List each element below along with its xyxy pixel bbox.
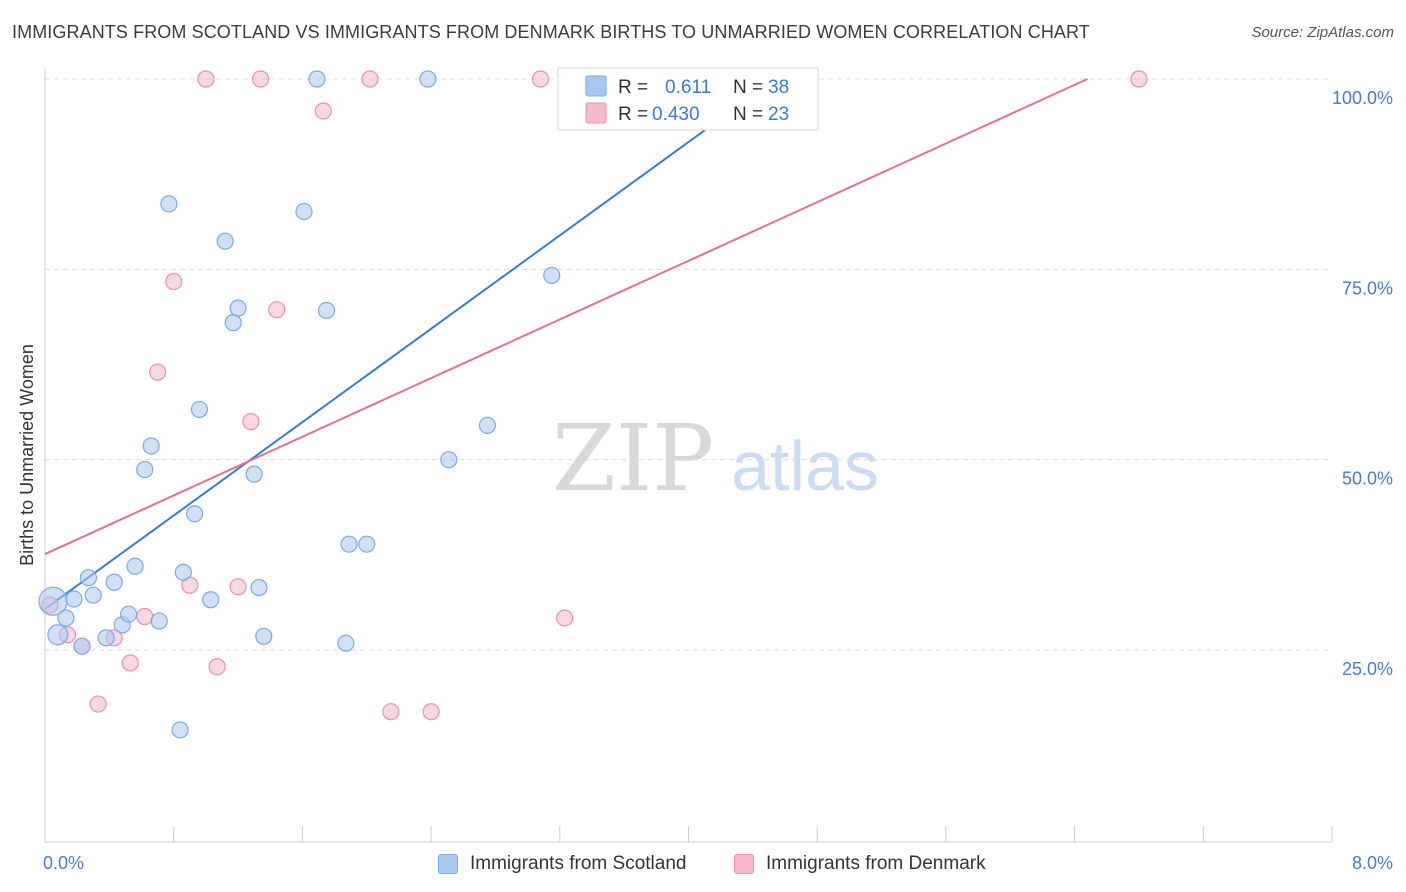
denmark-point <box>531 70 550 88</box>
y-axis-label: Births to Unmarried Women <box>17 344 37 566</box>
denmark-trend-line <box>44 78 1088 555</box>
legend-label: Immigrants from Denmark <box>766 853 986 874</box>
denmark-point <box>268 301 286 319</box>
scotland-point <box>358 535 376 553</box>
x-tick-labels: 0.0% 8.0% <box>43 853 1393 873</box>
scotland-point <box>229 299 247 317</box>
scotland-trend-line <box>44 78 776 610</box>
stats-n-label: N = <box>733 104 763 125</box>
scotland-point <box>142 437 160 455</box>
stats-r-value: 0.611 <box>665 77 711 98</box>
legend: Immigrants from Scotland Immigrants from… <box>0 851 1406 879</box>
scotland-point <box>73 637 91 655</box>
stats-legend: R = 0.611 N = 38 R = 0.430 N = 23 <box>557 67 819 131</box>
scotland-point <box>97 629 115 647</box>
stats-r-label: R = <box>618 104 648 125</box>
trend-lines <box>44 78 1088 610</box>
legend-label: Immigrants from Scotland <box>470 853 687 874</box>
scotland-point <box>250 578 268 597</box>
stats-swatch-scotland <box>585 75 607 97</box>
stats-n-value: 38 <box>768 77 789 98</box>
denmark-point <box>422 703 440 721</box>
scotland-point <box>308 70 326 88</box>
x-tick-label: 0.0% <box>43 853 84 873</box>
data-points <box>38 70 1148 739</box>
scotland-point <box>478 416 497 435</box>
legend-item-denmark[interactable]: Immigrants from Denmark <box>734 851 986 877</box>
denmark-point <box>165 272 183 291</box>
scotland-point <box>440 451 458 469</box>
scotland-point <box>216 232 234 250</box>
axes <box>44 68 1333 843</box>
y-tick-label: 50.0% <box>1342 469 1393 489</box>
x-tick-label: 8.0% <box>1352 853 1393 873</box>
stats-r-value: 0.430 <box>652 104 700 125</box>
watermark-atlas: atlas <box>731 427 879 505</box>
grid-lines <box>45 78 1332 651</box>
denmark-point <box>208 658 226 676</box>
scotland-point <box>79 569 98 587</box>
denmark-point <box>229 578 247 596</box>
stats-n-label: N = <box>733 77 763 98</box>
denmark-point <box>89 695 107 713</box>
stats-swatch-denmark <box>585 102 607 124</box>
denmark-point <box>382 703 400 721</box>
denmark-point <box>1130 70 1148 88</box>
legend-item-scotland[interactable]: Immigrants from Scotland <box>438 851 686 877</box>
scotland-point <box>126 557 144 575</box>
scotland-point <box>160 195 178 213</box>
source-credit: Source: ZipAtlas.com <box>1251 24 1394 41</box>
y-tick-label: 25.0% <box>1342 659 1393 679</box>
y-tick-labels: 25.0% 50.0% 75.0% 100.0% <box>1332 88 1393 679</box>
scotland-point <box>150 612 168 630</box>
scotland-point <box>84 586 102 604</box>
scotland-point <box>136 460 154 479</box>
scotland-point <box>543 266 561 285</box>
watermark: ZIP atlas <box>552 405 879 512</box>
stats-n-value: 23 <box>768 104 789 125</box>
denmark-point <box>197 70 215 88</box>
scotland-point <box>245 465 263 483</box>
watermark-zip: ZIP <box>552 405 714 512</box>
y-tick-label: 75.0% <box>1342 278 1393 298</box>
denmark-point <box>136 607 154 626</box>
denmark-point <box>361 70 379 88</box>
denmark-point <box>121 654 139 672</box>
scotland-point <box>190 400 209 419</box>
denmark-point <box>251 70 270 88</box>
scotland-point <box>255 627 273 645</box>
scotland-point <box>57 609 75 627</box>
y-tick-label: 100.0% <box>1332 88 1393 108</box>
denmark-point <box>314 102 332 120</box>
chart-title: IMMIGRANTS FROM SCOTLAND VS IMMIGRANTS F… <box>12 22 1090 42</box>
denmark-point <box>149 363 167 381</box>
scotland-point <box>47 624 69 646</box>
scotland-point <box>120 605 138 623</box>
scotland-point <box>186 505 204 523</box>
legend-swatch-denmark <box>734 854 754 874</box>
scotland-point <box>419 70 437 88</box>
scotland-point <box>171 721 189 739</box>
legend-swatch-scotland <box>438 854 458 874</box>
denmark-point <box>242 413 260 431</box>
scotland-point <box>295 202 313 221</box>
scotland-point <box>202 591 220 609</box>
scotland-point <box>224 314 242 332</box>
denmark-point <box>556 609 574 627</box>
scotland-point <box>337 634 355 652</box>
scotland-point <box>174 563 192 581</box>
scotland-point <box>317 301 336 320</box>
stats-r-label: R = <box>618 77 648 98</box>
scotland-point <box>65 590 83 608</box>
scotland-point <box>105 573 123 591</box>
scotland-point <box>340 535 358 553</box>
